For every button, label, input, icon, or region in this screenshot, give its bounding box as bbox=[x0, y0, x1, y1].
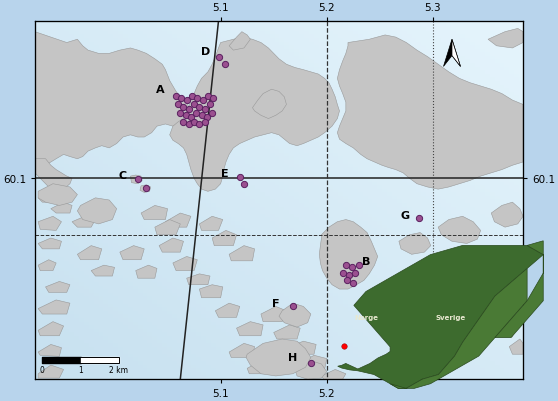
Polygon shape bbox=[199, 285, 223, 298]
Polygon shape bbox=[38, 239, 61, 249]
Polygon shape bbox=[38, 365, 64, 378]
Polygon shape bbox=[38, 217, 61, 231]
Polygon shape bbox=[229, 32, 251, 51]
Polygon shape bbox=[261, 307, 286, 322]
Polygon shape bbox=[131, 176, 142, 184]
Polygon shape bbox=[91, 265, 114, 276]
Polygon shape bbox=[321, 369, 346, 379]
Polygon shape bbox=[390, 269, 527, 389]
Bar bbox=[42, 358, 119, 363]
Polygon shape bbox=[229, 246, 254, 261]
Polygon shape bbox=[35, 159, 72, 192]
Polygon shape bbox=[491, 322, 516, 337]
Polygon shape bbox=[399, 233, 431, 255]
Text: Norge: Norge bbox=[354, 314, 378, 320]
Polygon shape bbox=[295, 361, 327, 379]
Polygon shape bbox=[78, 246, 102, 260]
Polygon shape bbox=[488, 29, 523, 49]
Polygon shape bbox=[170, 38, 339, 192]
Polygon shape bbox=[35, 32, 189, 166]
Polygon shape bbox=[215, 304, 240, 318]
Polygon shape bbox=[438, 217, 480, 244]
Polygon shape bbox=[38, 322, 64, 336]
Polygon shape bbox=[509, 339, 523, 354]
Text: D: D bbox=[201, 47, 210, 57]
Text: 1: 1 bbox=[78, 365, 83, 374]
Text: F: F bbox=[272, 298, 280, 308]
Text: C: C bbox=[119, 170, 127, 180]
Polygon shape bbox=[155, 220, 180, 235]
Polygon shape bbox=[38, 260, 56, 271]
Polygon shape bbox=[120, 246, 144, 260]
Text: 0: 0 bbox=[40, 365, 45, 374]
Text: G: G bbox=[401, 211, 410, 221]
Polygon shape bbox=[38, 344, 61, 356]
Text: E: E bbox=[221, 168, 229, 178]
Text: Sverige: Sverige bbox=[435, 314, 466, 320]
Polygon shape bbox=[46, 282, 70, 293]
Polygon shape bbox=[173, 257, 198, 271]
Polygon shape bbox=[247, 361, 272, 374]
Polygon shape bbox=[229, 344, 254, 358]
Polygon shape bbox=[388, 282, 414, 296]
Polygon shape bbox=[290, 341, 316, 354]
Polygon shape bbox=[166, 213, 191, 228]
Polygon shape bbox=[495, 241, 543, 338]
Polygon shape bbox=[252, 90, 286, 119]
Polygon shape bbox=[187, 274, 210, 285]
Polygon shape bbox=[444, 40, 460, 67]
Polygon shape bbox=[338, 246, 543, 389]
Polygon shape bbox=[246, 339, 311, 376]
Polygon shape bbox=[300, 355, 327, 369]
Polygon shape bbox=[51, 203, 72, 213]
Polygon shape bbox=[319, 220, 378, 290]
Polygon shape bbox=[491, 203, 523, 228]
Polygon shape bbox=[78, 198, 117, 224]
Polygon shape bbox=[199, 217, 223, 231]
Polygon shape bbox=[338, 36, 523, 190]
Polygon shape bbox=[159, 239, 184, 253]
Polygon shape bbox=[141, 206, 167, 220]
Polygon shape bbox=[136, 265, 157, 279]
Polygon shape bbox=[452, 293, 478, 307]
Polygon shape bbox=[140, 185, 151, 193]
Polygon shape bbox=[38, 300, 70, 314]
Polygon shape bbox=[279, 304, 311, 327]
Polygon shape bbox=[38, 184, 78, 206]
Polygon shape bbox=[470, 307, 494, 322]
Text: H: H bbox=[288, 352, 297, 363]
Text: A: A bbox=[156, 85, 165, 95]
Text: 2 km: 2 km bbox=[109, 365, 128, 374]
Polygon shape bbox=[438, 276, 463, 290]
Polygon shape bbox=[38, 192, 59, 203]
Polygon shape bbox=[273, 325, 300, 339]
Polygon shape bbox=[72, 217, 95, 228]
Polygon shape bbox=[237, 322, 263, 336]
Polygon shape bbox=[212, 231, 237, 246]
Text: B: B bbox=[362, 256, 370, 266]
Polygon shape bbox=[406, 296, 431, 311]
Polygon shape bbox=[452, 40, 460, 67]
